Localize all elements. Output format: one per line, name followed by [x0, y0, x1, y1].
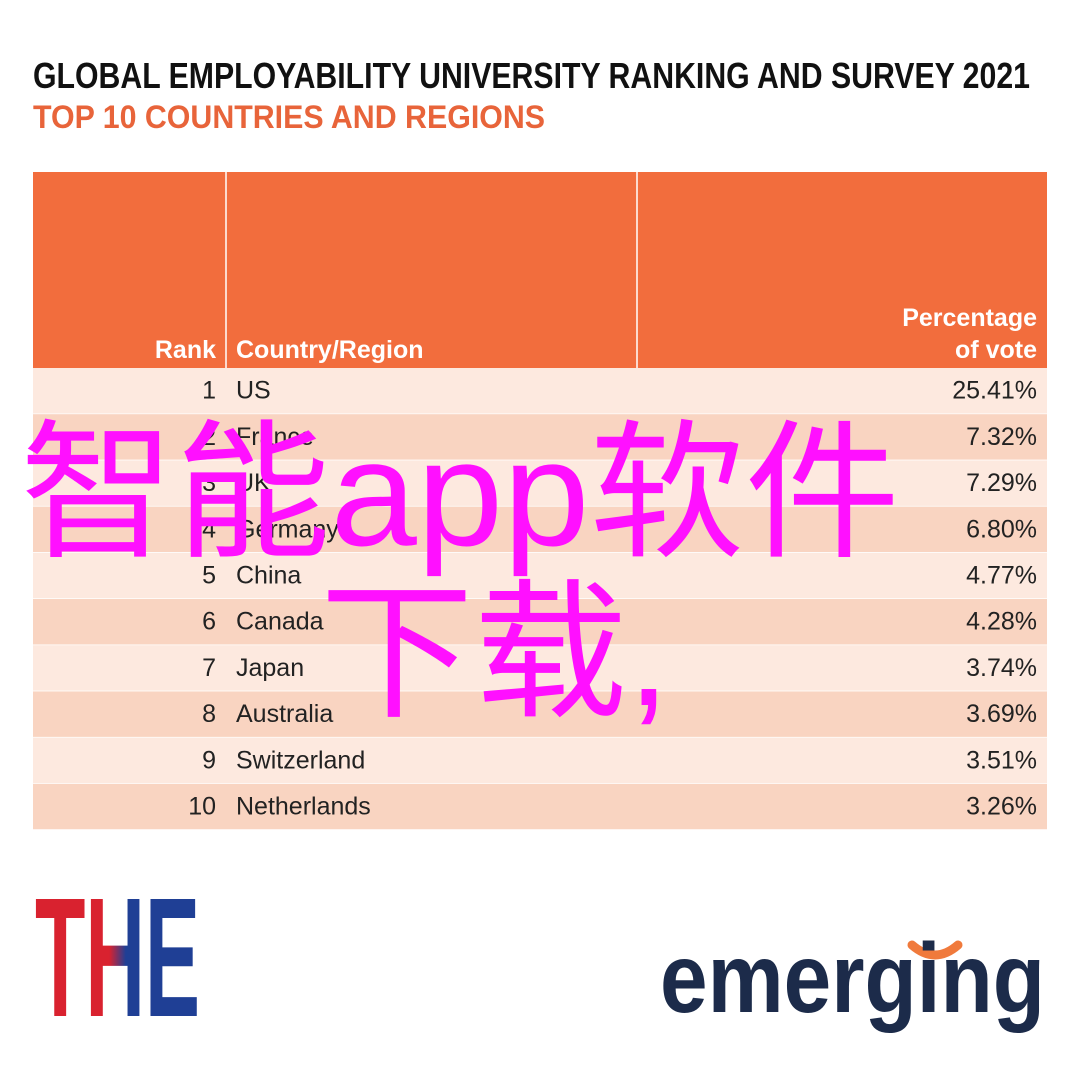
country-cell: Japan: [236, 654, 304, 682]
rank-cell: 4: [202, 515, 216, 543]
column-header: of vote: [955, 336, 1037, 364]
percentage-cell: 3.51%: [966, 746, 1037, 774]
column-header: Percentage: [902, 304, 1037, 332]
table-row: [33, 368, 1047, 415]
rank-cell: 6: [202, 608, 216, 636]
country-cell: US: [236, 377, 271, 405]
percentage-cell: 6.80%: [966, 515, 1037, 543]
country-cell: Canada: [236, 608, 324, 636]
table-row: [33, 645, 1047, 692]
rank-cell: 1: [202, 377, 216, 405]
column-header: Rank: [155, 336, 216, 364]
rank-cell: 2: [202, 423, 216, 451]
country-cell: China: [236, 562, 301, 590]
percentage-cell: 3.69%: [966, 700, 1037, 728]
table-row: [33, 552, 1047, 599]
header-row: [33, 172, 1047, 368]
rank-cell: 5: [202, 562, 216, 590]
table-row: [33, 783, 1047, 830]
rank-cell: 7: [202, 654, 216, 682]
logo-arc: [907, 940, 963, 960]
rank-cell: 8: [202, 700, 216, 728]
percentage-cell: 3.26%: [966, 793, 1037, 821]
table-row: [33, 506, 1047, 553]
table-row: [33, 460, 1047, 507]
table-row: [33, 414, 1047, 461]
watermark: 智能app软件: [20, 409, 900, 577]
country-cell: Germany: [236, 515, 339, 543]
table-row: [33, 691, 1047, 738]
percentage-cell: 4.28%: [966, 608, 1037, 636]
rank-cell: 3: [202, 469, 216, 497]
country-cell: France: [236, 423, 314, 451]
country-cell: Switzerland: [236, 746, 365, 774]
percentage-cell: 25.41%: [952, 377, 1037, 405]
column-header: Country/Region: [236, 336, 424, 364]
percentage-cell: 4.77%: [966, 562, 1037, 590]
rank-cell: 9: [202, 746, 216, 774]
table-row: [33, 737, 1047, 784]
percentage-cell: 7.29%: [966, 469, 1037, 497]
country-cell: Netherlands: [236, 793, 371, 821]
percentage-cell: 3.74%: [966, 654, 1037, 682]
table-row: [33, 599, 1047, 646]
the-logo: THE: [35, 863, 200, 1053]
percentage-cell: 7.32%: [966, 423, 1037, 451]
country-cell: UK: [236, 469, 271, 497]
country-cell: Australia: [236, 700, 333, 728]
subtitle: TOP 10 COUNTRIES AND REGIONS: [33, 99, 545, 135]
rank-cell: 10: [188, 793, 216, 821]
watermark: 下载,: [320, 569, 670, 737]
title: GLOBAL EMPLOYABILITY UNIVERSITY RANKING …: [33, 55, 1030, 96]
emerging-logo: emerging: [660, 923, 1045, 1033]
